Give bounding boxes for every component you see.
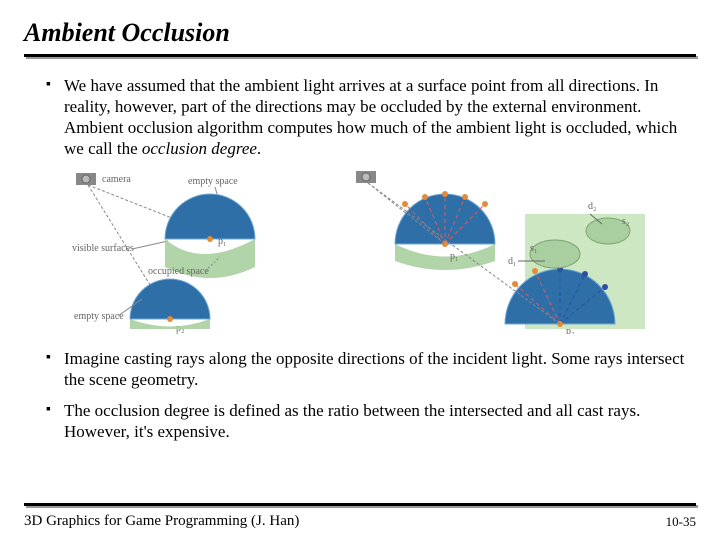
point-p1 bbox=[207, 236, 213, 242]
label-camera: camera bbox=[102, 174, 131, 185]
figure-right: p₁ p₂ s₁ s₂ d₁ d₂ bbox=[350, 169, 650, 334]
label-p2-r: p₂ bbox=[566, 326, 575, 334]
label-visible-surfaces: visible surfaces bbox=[72, 243, 134, 254]
bullet-3-text: The occlusion degree is defined as the r… bbox=[64, 400, 696, 442]
camera-icon-r bbox=[356, 171, 376, 183]
bullet-1-post: . bbox=[257, 139, 261, 158]
camera-icon bbox=[76, 173, 96, 185]
bullet-1-text: We have assumed that the ambient light a… bbox=[64, 75, 696, 159]
bullet-2-pre: Imagine casting rays along the opposite … bbox=[64, 349, 684, 389]
label-s2: s₂ bbox=[622, 216, 629, 227]
figure-left: camera empty space p₁ visible surfaces o… bbox=[70, 169, 320, 334]
label-d1: d₁ bbox=[508, 256, 517, 267]
label-p1-r: p₁ bbox=[450, 251, 459, 262]
figure-row: camera empty space p₁ visible surfaces o… bbox=[24, 169, 696, 334]
footer-right: 10-35 bbox=[666, 514, 696, 530]
occluder-s1 bbox=[530, 240, 580, 268]
label-occupied-space: occupied space bbox=[148, 266, 209, 277]
bullet-2-text: Imagine casting rays along the opposite … bbox=[64, 348, 696, 390]
label-p1: p₁ bbox=[218, 236, 227, 247]
bullet-marker-icon: ▪ bbox=[46, 348, 64, 390]
surface-right-top bbox=[395, 244, 495, 270]
bullet-1: ▪ We have assumed that the ambient light… bbox=[24, 75, 696, 159]
bullet-3: ▪ The occlusion degree is defined as the… bbox=[24, 400, 696, 442]
label-empty-space: empty space bbox=[188, 176, 238, 187]
point-p2 bbox=[167, 316, 173, 322]
footer-rule bbox=[24, 503, 696, 506]
bullet-2: ▪ Imagine casting rays along the opposit… bbox=[24, 348, 696, 390]
bullet-1-em: occlusion degree bbox=[142, 139, 257, 158]
slide-title: Ambient Occlusion bbox=[24, 18, 696, 48]
bullet-3-pre: The occlusion degree is defined as the r… bbox=[64, 401, 640, 441]
bullet-marker-icon: ▪ bbox=[46, 75, 64, 159]
label-empty-space-2: empty space bbox=[74, 311, 124, 322]
label-d2: d₂ bbox=[588, 201, 597, 212]
bullet-marker-icon: ▪ bbox=[46, 400, 64, 442]
label-s1: s₁ bbox=[530, 243, 537, 254]
title-rule bbox=[24, 54, 696, 57]
dome-top bbox=[165, 194, 255, 239]
footer-left: 3D Graphics for Game Programming (J. Han… bbox=[24, 513, 299, 530]
